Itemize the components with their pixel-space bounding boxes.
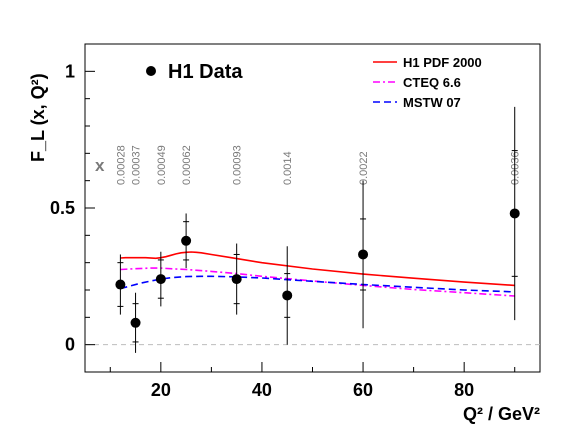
x-tick-label: 20 [151,380,171,400]
data-point [181,235,192,246]
data-point [509,208,520,219]
data-legend-label: H1 Data [168,61,243,83]
y-tick-label: 0 [65,335,75,355]
axis-ticks [85,70,516,372]
theory-curves [120,251,515,297]
x-annotation-value: 0.00037 [131,145,143,185]
legend-label-2: MSTW 07 [403,95,461,110]
curve-1 [120,267,515,297]
data-point [155,274,166,285]
legend-label-0: H1 PDF 2000 [403,55,482,70]
data-point [231,274,242,285]
x-tick-label: 80 [454,380,474,400]
x-tick-labels: 20 40 60 80 [151,380,474,400]
x-annotations: 0.00028 0.00037 0.00049 0.00062 0.00093 0.001… [115,145,521,185]
data-points [115,106,520,353]
y-tick-label: 1 [65,61,75,81]
x-annotation-value: 0.00093 [232,145,244,185]
data-point [282,290,293,301]
x-annotation-value: 0.0022 [358,151,370,185]
y-tick-label: 0.5 [50,198,75,218]
legend: H1 PDF 2000 CTEQ 6.6 MSTW 07 [373,55,482,110]
curve-0 [120,251,515,287]
x-annotation-value: 0.00049 [156,145,168,185]
plot-frame [84,43,541,373]
x-annotation-value: 0.00062 [181,145,193,185]
curve-2 [120,275,515,293]
x-annotation-value: 0.0014 [282,151,294,185]
x-axis-title: Q² / GeV² [463,404,540,424]
x-annotation-value: 0.0036 [510,151,522,185]
data-point [358,249,369,260]
x-tick-label: 60 [353,380,373,400]
y-axis-title: F_L (x, Q²) [28,73,48,162]
x-annotation-label: x [95,156,105,175]
x-tick-label: 40 [252,380,272,400]
x-annotation-value: 0.00028 [115,145,127,185]
data-legend-marker [146,66,156,76]
data-point [130,317,141,328]
legend-label-1: CTEQ 6.6 [403,75,461,90]
y-tick-labels: 00.51 [50,61,75,354]
data-point [115,279,126,290]
